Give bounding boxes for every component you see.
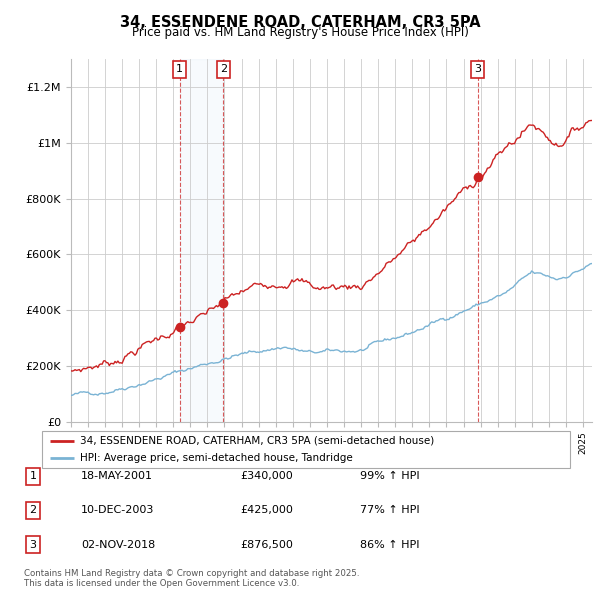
Text: 86% ↑ HPI: 86% ↑ HPI: [360, 540, 419, 549]
Text: £340,000: £340,000: [240, 471, 293, 481]
Text: HPI: Average price, semi-detached house, Tandridge: HPI: Average price, semi-detached house,…: [80, 453, 353, 463]
Text: 1: 1: [176, 64, 183, 74]
Text: 3: 3: [475, 64, 481, 74]
Text: 18-MAY-2001: 18-MAY-2001: [81, 471, 153, 481]
Text: 99% ↑ HPI: 99% ↑ HPI: [360, 471, 419, 481]
Text: Contains HM Land Registry data © Crown copyright and database right 2025.
This d: Contains HM Land Registry data © Crown c…: [24, 569, 359, 588]
Text: 10-DEC-2003: 10-DEC-2003: [81, 506, 154, 515]
Text: Price paid vs. HM Land Registry's House Price Index (HPI): Price paid vs. HM Land Registry's House …: [131, 26, 469, 39]
FancyBboxPatch shape: [42, 431, 570, 468]
Text: 1: 1: [29, 471, 37, 481]
Text: £425,000: £425,000: [240, 506, 293, 515]
Text: 2: 2: [220, 64, 227, 74]
Text: 02-NOV-2018: 02-NOV-2018: [81, 540, 155, 549]
Bar: [180, 59, 223, 422]
Text: 34, ESSENDENE ROAD, CATERHAM, CR3 5PA (semi-detached house): 34, ESSENDENE ROAD, CATERHAM, CR3 5PA (s…: [80, 436, 434, 445]
Text: 3: 3: [29, 540, 37, 549]
Text: 2: 2: [29, 506, 37, 515]
Text: 77% ↑ HPI: 77% ↑ HPI: [360, 506, 419, 515]
Text: 34, ESSENDENE ROAD, CATERHAM, CR3 5PA: 34, ESSENDENE ROAD, CATERHAM, CR3 5PA: [119, 15, 481, 30]
Text: £876,500: £876,500: [240, 540, 293, 549]
